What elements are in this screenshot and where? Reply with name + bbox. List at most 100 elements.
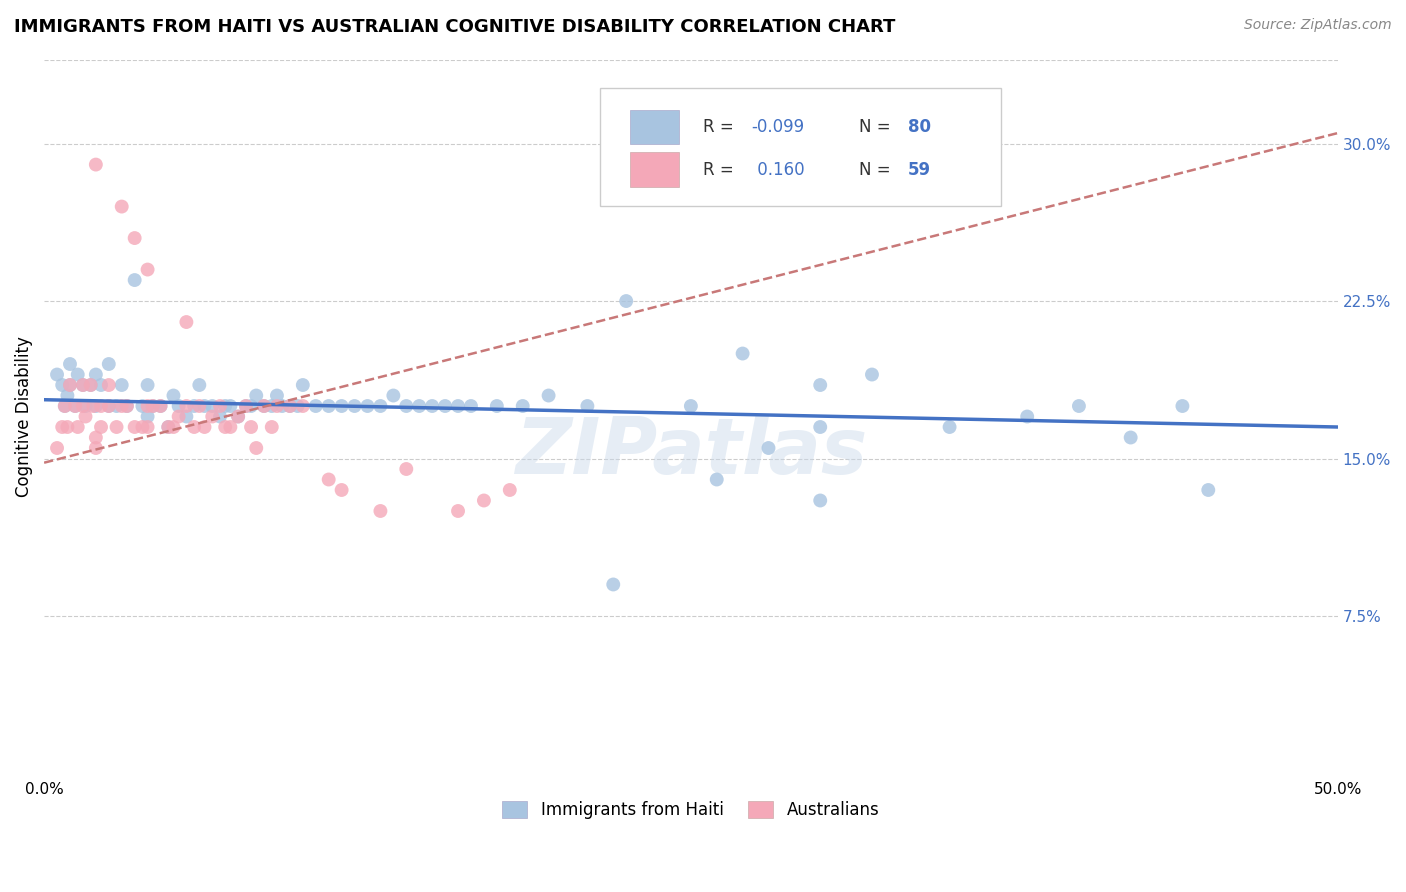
Point [59, 357, 82, 371]
Point [84, 158, 107, 172]
Point [46, 368, 69, 382]
Point [576, 399, 599, 413]
Text: Source: ZipAtlas.com: Source: ZipAtlas.com [1244, 18, 1392, 32]
Point [111, 200, 134, 214]
Point [395, 399, 418, 413]
Point [1119, 430, 1142, 444]
Point [124, 420, 146, 434]
Point [214, 399, 236, 413]
Point [245, 441, 267, 455]
Point [291, 399, 314, 413]
Point [240, 420, 263, 434]
Point [79, 378, 101, 392]
Point [53, 399, 76, 413]
Point [245, 388, 267, 402]
Point [66, 368, 89, 382]
Point [183, 399, 205, 413]
Point [860, 368, 883, 382]
Point [157, 420, 180, 434]
Point [512, 399, 534, 413]
Point [53, 399, 76, 413]
Point [46, 441, 69, 455]
Text: 59: 59 [908, 161, 931, 178]
Point [97, 399, 120, 413]
Point [97, 378, 120, 392]
Point [485, 399, 508, 413]
Text: 80: 80 [908, 118, 931, 136]
Point [679, 399, 702, 413]
Point [59, 378, 82, 392]
Point [408, 399, 430, 413]
Point [260, 399, 283, 413]
Point [59, 378, 82, 392]
Text: R =: R = [703, 118, 738, 136]
Point [318, 399, 340, 413]
Point [253, 399, 276, 413]
Point [1017, 409, 1039, 424]
Point [1197, 483, 1219, 497]
Point [271, 399, 294, 413]
Point [537, 388, 560, 402]
Y-axis label: Cognitive Disability: Cognitive Disability [15, 336, 32, 497]
Point [51, 420, 73, 434]
Point [706, 473, 728, 487]
Point [56, 420, 79, 434]
Point [208, 409, 231, 424]
Point [1171, 399, 1194, 413]
Point [75, 409, 97, 424]
Point [188, 399, 211, 413]
Point [136, 420, 159, 434]
Point [131, 420, 153, 434]
Point [90, 399, 112, 413]
Point [808, 378, 831, 392]
Point [278, 399, 301, 413]
Point [318, 473, 340, 487]
Point [124, 273, 146, 287]
Point [731, 346, 754, 360]
Point [84, 441, 107, 455]
Point [111, 378, 134, 392]
Point [75, 399, 97, 413]
Point [266, 388, 288, 402]
Point [142, 399, 165, 413]
Point [214, 420, 236, 434]
Point [136, 378, 159, 392]
Point [434, 399, 457, 413]
Point [260, 420, 283, 434]
FancyBboxPatch shape [630, 153, 679, 186]
Point [84, 430, 107, 444]
Text: -0.099: -0.099 [752, 118, 804, 136]
Point [162, 420, 184, 434]
Point [219, 399, 242, 413]
Point [51, 378, 73, 392]
Point [460, 399, 482, 413]
Point [240, 399, 263, 413]
Point [201, 409, 224, 424]
Point [291, 378, 314, 392]
Point [219, 420, 242, 434]
Text: IMMIGRANTS FROM HAITI VS AUSTRALIAN COGNITIVE DISABILITY CORRELATION CHART: IMMIGRANTS FROM HAITI VS AUSTRALIAN COGN… [14, 18, 896, 36]
Point [614, 293, 637, 308]
Point [253, 399, 276, 413]
Point [356, 399, 378, 413]
Legend: Immigrants from Haiti, Australians: Immigrants from Haiti, Australians [495, 794, 886, 826]
Point [90, 378, 112, 392]
Point [66, 420, 89, 434]
Point [115, 399, 138, 413]
Point [157, 420, 180, 434]
Point [370, 399, 392, 413]
Point [63, 399, 86, 413]
Point [97, 357, 120, 371]
Point [131, 399, 153, 413]
Text: N =: N = [859, 161, 896, 178]
Point [235, 399, 257, 413]
Text: N =: N = [859, 118, 896, 136]
Point [105, 399, 128, 413]
Point [176, 409, 198, 424]
Point [136, 399, 159, 413]
Point [115, 399, 138, 413]
Point [72, 378, 94, 392]
Point [142, 399, 165, 413]
Point [226, 409, 249, 424]
Point [808, 493, 831, 508]
